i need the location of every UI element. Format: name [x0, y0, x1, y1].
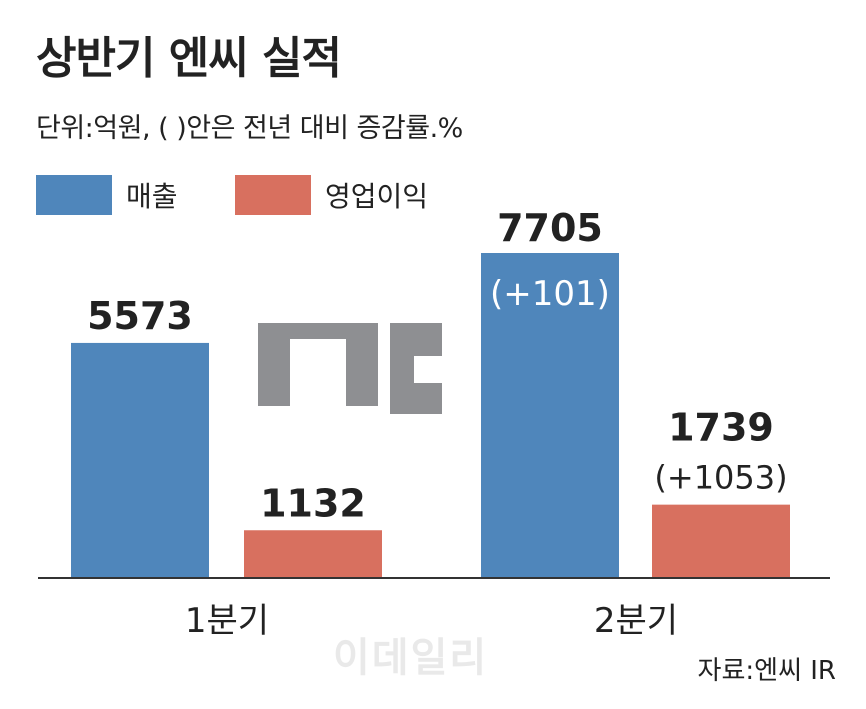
value-label-sales-q1: 5573 — [87, 294, 193, 338]
legend-label-sales: 매출 — [126, 180, 178, 213]
value-label-sales-q2: 7705 — [497, 206, 603, 250]
source-note: 자료:엔씨 IR — [697, 656, 836, 686]
bar-operating-profit-q1 — [244, 530, 382, 578]
legend-item-operating-profit: 영업이익 — [235, 175, 428, 215]
chart-subtitle: 단위:억원, ( )안은 전년 대비 증감률.% — [36, 113, 463, 144]
bar-operating-profit-q2 — [652, 504, 790, 578]
legend-swatch-operating-profit — [235, 175, 311, 215]
nc-logo — [258, 323, 442, 414]
chart-title: 상반기 엔씨 실적 — [36, 33, 342, 84]
legend-label-operating-profit: 영업이익 — [325, 180, 429, 213]
value-label-operating-profit-q2: 1739 — [668, 406, 774, 450]
legend-item-sales: 매출 — [36, 175, 178, 215]
bar-sales-q1 — [71, 342, 209, 578]
bar-sales-q2 — [481, 253, 619, 578]
legend-swatch-sales — [36, 175, 112, 215]
change-label-operating-profit-q2: (+1053) — [654, 459, 787, 497]
value-label-operating-profit-q1: 1132 — [260, 481, 366, 525]
category-label-q1: 1분기 — [185, 601, 269, 641]
watermark: 이데일리 — [333, 635, 489, 681]
change-label-sales-q2: (+101) — [490, 274, 610, 314]
category-label-q2: 2분기 — [594, 601, 678, 641]
